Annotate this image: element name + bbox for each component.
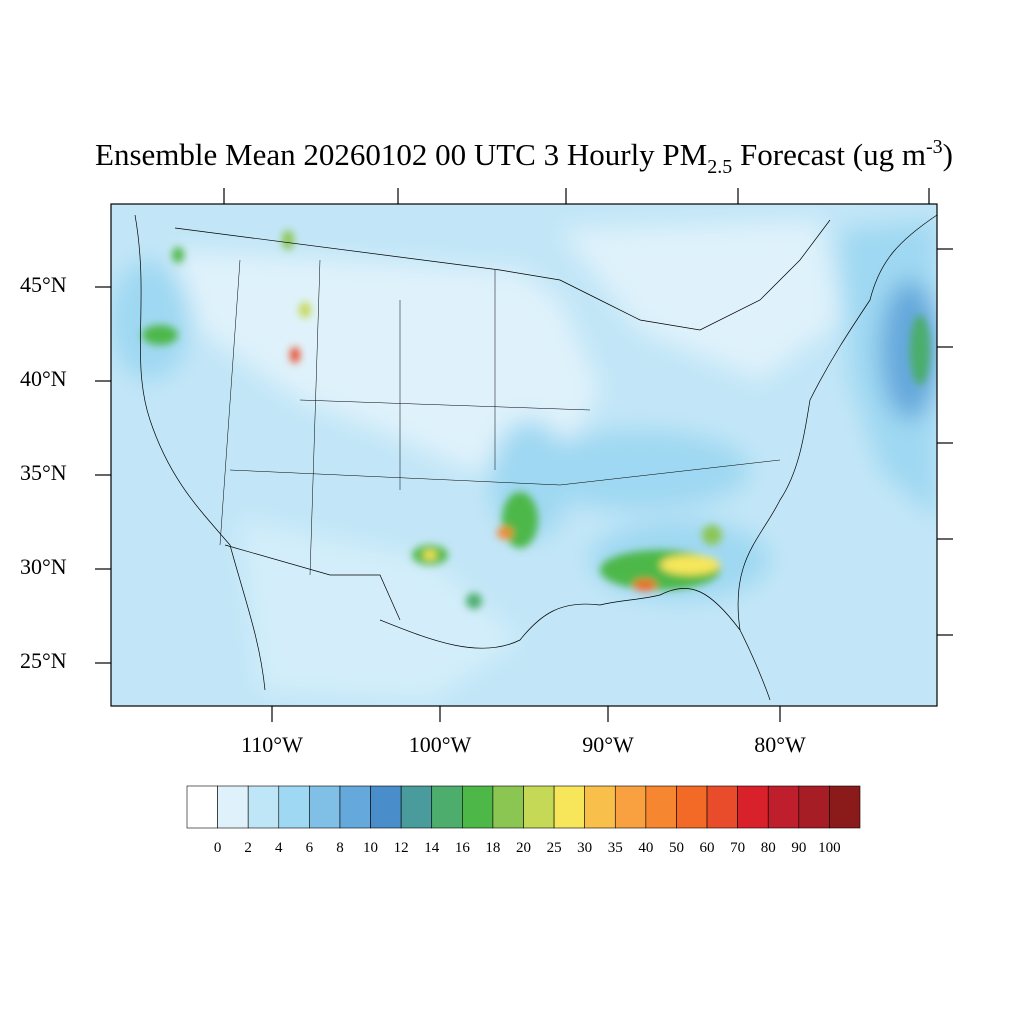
state-lines bbox=[219, 259, 781, 576]
colorbar-label: 0 bbox=[214, 840, 222, 856]
latitude-label: 40°N bbox=[20, 366, 67, 391]
hotspots bbox=[142, 230, 930, 609]
colorbar-label: 90 bbox=[791, 840, 806, 856]
colorbar-box bbox=[706, 785, 738, 829]
latitude-label: 25°N bbox=[20, 648, 67, 673]
colorbar-box bbox=[309, 785, 341, 829]
colorbar-label: 80 bbox=[761, 840, 776, 856]
colorbar-label: 2 bbox=[244, 840, 252, 856]
colorbar-label: 14 bbox=[424, 840, 440, 856]
longitude-label: 90°W bbox=[582, 732, 634, 757]
title: Ensemble Mean 20260102 00 UTC 3 Hourly P… bbox=[95, 136, 953, 178]
colorbar-box bbox=[431, 785, 463, 829]
colorbar-box bbox=[400, 785, 433, 829]
colorbar-box bbox=[523, 785, 555, 829]
colorbar-box bbox=[737, 785, 769, 829]
colorbar-label: 20 bbox=[516, 840, 531, 856]
colorbar-label: 35 bbox=[608, 840, 623, 856]
colorbar-label: 12 bbox=[394, 840, 409, 856]
colorbar-box bbox=[492, 785, 524, 829]
latitude-label: 35°N bbox=[20, 460, 67, 485]
colorbar-box bbox=[798, 785, 830, 829]
longitude-label: 80°W bbox=[754, 732, 806, 757]
colorbar-label: 25 bbox=[547, 840, 562, 856]
colorbar-box bbox=[645, 785, 677, 829]
colorbar-box bbox=[247, 785, 280, 829]
colorbar-box bbox=[614, 785, 647, 829]
colorbar-box bbox=[829, 785, 861, 829]
colorbar-box bbox=[217, 785, 249, 829]
latitude-label: 30°N bbox=[20, 554, 67, 579]
gulf-coast bbox=[379, 588, 771, 701]
title-subscript: 2.5 bbox=[707, 156, 732, 178]
colorbar-box bbox=[553, 785, 585, 829]
axis-labels: 45°N 40°N 35°N 30°N 25°N 110°W 100°W 90°W 80°W bbox=[20, 272, 806, 757]
concentration-field bbox=[111, 220, 937, 700]
colorbar-box bbox=[676, 785, 708, 829]
colorbar-label: 70 bbox=[730, 840, 745, 856]
colorbar-label: 50 bbox=[669, 840, 684, 856]
colorbar-label: 10 bbox=[363, 840, 378, 856]
title-main: Ensemble Mean 20260102 00 UTC 3 Hourly P… bbox=[95, 137, 707, 172]
longitude-label: 100°W bbox=[409, 732, 472, 757]
longitude-label: 110°W bbox=[241, 732, 303, 757]
title-superscript: -3 bbox=[926, 136, 943, 158]
colorbar-label: 60 bbox=[700, 840, 715, 856]
colorbar-label: 40 bbox=[638, 840, 653, 856]
southern-border bbox=[224, 544, 401, 621]
colorbar-box bbox=[186, 785, 218, 829]
colorbar: 0 2 4 6 8 10 12 14 16 18 20 25 30 35 40 50 60 70 80 90 100 bbox=[186, 785, 861, 856]
boundaries bbox=[134, 214, 937, 701]
northern-border bbox=[174, 219, 831, 331]
colorbar-label: 18 bbox=[485, 840, 500, 856]
atlantic-coast bbox=[737, 214, 937, 631]
latitude-label: 45°N bbox=[20, 272, 67, 297]
frame-ticks bbox=[95, 188, 953, 722]
title-rest: Forecast (ug m bbox=[732, 137, 926, 172]
map-frame bbox=[110, 203, 938, 707]
colorbar-label: 8 bbox=[336, 840, 344, 856]
colorbar-label: 100 bbox=[818, 840, 841, 856]
colorbar-box bbox=[370, 785, 402, 829]
title-close: ) bbox=[943, 137, 953, 172]
colorbar-box bbox=[339, 785, 371, 829]
colorbar-box bbox=[462, 785, 494, 829]
colorbar-label: 30 bbox=[577, 840, 592, 856]
colorbar-box bbox=[278, 785, 310, 829]
colorbar-label: 6 bbox=[306, 840, 314, 856]
pacific-coast bbox=[134, 214, 266, 691]
colorbar-label: 4 bbox=[275, 840, 283, 856]
colorbar-label: 16 bbox=[455, 840, 471, 856]
map-field bbox=[111, 204, 937, 706]
colorbar-box bbox=[767, 785, 800, 829]
colorbar-box bbox=[584, 785, 616, 829]
